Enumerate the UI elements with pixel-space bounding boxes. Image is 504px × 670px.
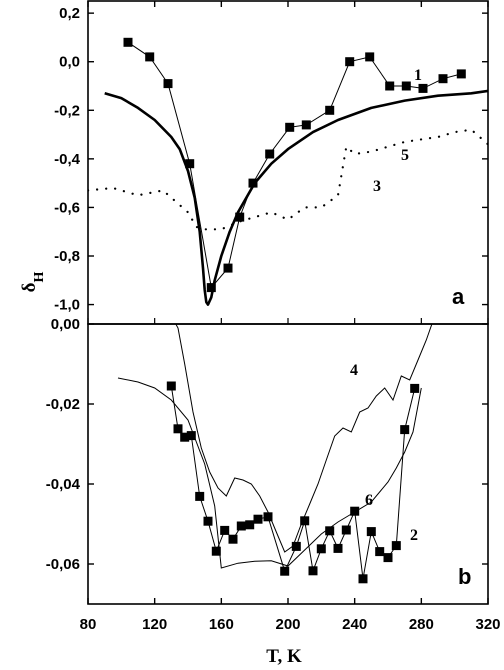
series-1-point (418, 83, 428, 93)
series-3-line (88, 128, 488, 231)
y-tick-label-a: -0,8 (54, 248, 80, 265)
series-2-point (400, 425, 410, 435)
series-1-point (385, 81, 395, 91)
panel-b-curves (117, 324, 433, 584)
y-tick-label-a: 0,0 (59, 54, 80, 71)
curve-label-5: 5 (401, 147, 409, 164)
series-2-point (166, 381, 176, 391)
series-1-point (456, 69, 466, 79)
panel-a-label: a (452, 284, 465, 309)
series-2-point (341, 525, 351, 535)
series-1-point (123, 37, 133, 47)
series-2-point (391, 541, 401, 551)
series-2-point (253, 514, 263, 524)
series-2-point (375, 547, 385, 557)
y-tick-label-a: -0,4 (54, 151, 81, 168)
series-4-line (175, 324, 433, 553)
panel-a-y-axis: 0,2 0,0 -0,2 -0,4 -0,6 -0,8 -1,0 (54, 5, 488, 314)
y-axis-title: δH (19, 272, 47, 293)
curve-label-2: 2 (410, 527, 418, 544)
series-2-point (263, 512, 273, 522)
curve-label-3: 3 (373, 178, 381, 195)
panel-b-y-axis: 0,00 -0,02 -0,04 -0,06 (46, 316, 488, 573)
series-2-point (180, 432, 190, 442)
series-1-point (285, 122, 295, 132)
x-tick-label: 80 (80, 616, 97, 633)
series-2-point (333, 543, 343, 553)
series-2-point (350, 506, 360, 516)
x-axis: 80 120 160 200 240 280 320 (80, 1, 501, 633)
series-1-point (163, 79, 173, 89)
curve-label-4: 4 (350, 362, 358, 379)
series-1-point (248, 178, 258, 188)
panel-a-curves (88, 37, 488, 306)
series-2-point (195, 491, 205, 501)
series-1-point (325, 105, 335, 115)
series-2-point (280, 566, 290, 576)
y-tick-label-b: -0,02 (46, 396, 80, 413)
x-tick-label: 240 (342, 616, 367, 633)
series-1-point (265, 149, 275, 159)
series-2-point (220, 525, 230, 535)
series-2-point (308, 566, 318, 576)
series-2-point (366, 527, 376, 537)
series-2-point (228, 534, 238, 544)
series-1-line (127, 41, 462, 289)
y-axis-title-subscript: H (32, 272, 47, 283)
series-2-point (383, 553, 393, 563)
y-tick-label-a: 0,2 (59, 5, 80, 22)
series-1-point (206, 283, 216, 293)
panel-a-frame (87, 0, 489, 325)
series-2-point (211, 546, 221, 556)
series-2-point (203, 516, 213, 526)
x-tick-label: 160 (209, 616, 234, 633)
series-2-point (291, 541, 301, 551)
panel-b-frame (87, 323, 489, 605)
series-2-point (410, 383, 420, 393)
series-2-point (316, 544, 326, 554)
series-1-point (145, 52, 155, 62)
panel-a: 0,2 0,0 -0,2 -0,4 -0,6 -0,8 -1,0 1 5 3 a δH (19, 0, 489, 325)
y-tick-label-b: -0,04 (46, 476, 81, 493)
y-tick-label-a: -0,6 (54, 199, 80, 216)
series-1-point (345, 57, 355, 67)
y-tick-label-b: 0,00 (51, 316, 80, 333)
series-1-point (301, 120, 311, 130)
x-tick-label: 280 (409, 616, 434, 633)
y-tick-label-a: -1,0 (54, 297, 80, 314)
x-tick-label: 320 (475, 616, 500, 633)
x-tick-label: 120 (142, 616, 167, 633)
series-2-point (300, 516, 310, 526)
series-2-point (325, 526, 335, 536)
series-1-point (401, 81, 411, 91)
series-1-point (223, 263, 233, 273)
curve-label-6: 6 (365, 492, 373, 509)
curve-label-1: 1 (414, 67, 422, 84)
series-6-line (117, 377, 422, 569)
series-1-point (438, 74, 448, 84)
y-tick-label-a: -0,2 (54, 102, 80, 119)
series-2-point (173, 424, 183, 434)
series-2-point (186, 431, 196, 441)
panel-b-label: b (458, 564, 471, 589)
series-1-point (185, 159, 195, 169)
series-2-point (358, 574, 368, 584)
series-1-point (365, 52, 375, 62)
y-tick-label-b: -0,06 (46, 556, 80, 573)
series-1-point (235, 212, 245, 222)
series-2-point (236, 521, 246, 531)
series-5-line (104, 89, 488, 306)
x-tick-label: 200 (275, 616, 300, 633)
series-2-point (245, 520, 255, 530)
panel-b: 0,00-0,02-0,04-0,06 80 120 160 200 240 280 320… (46, 1, 501, 667)
x-axis-title: T, K (266, 646, 302, 667)
